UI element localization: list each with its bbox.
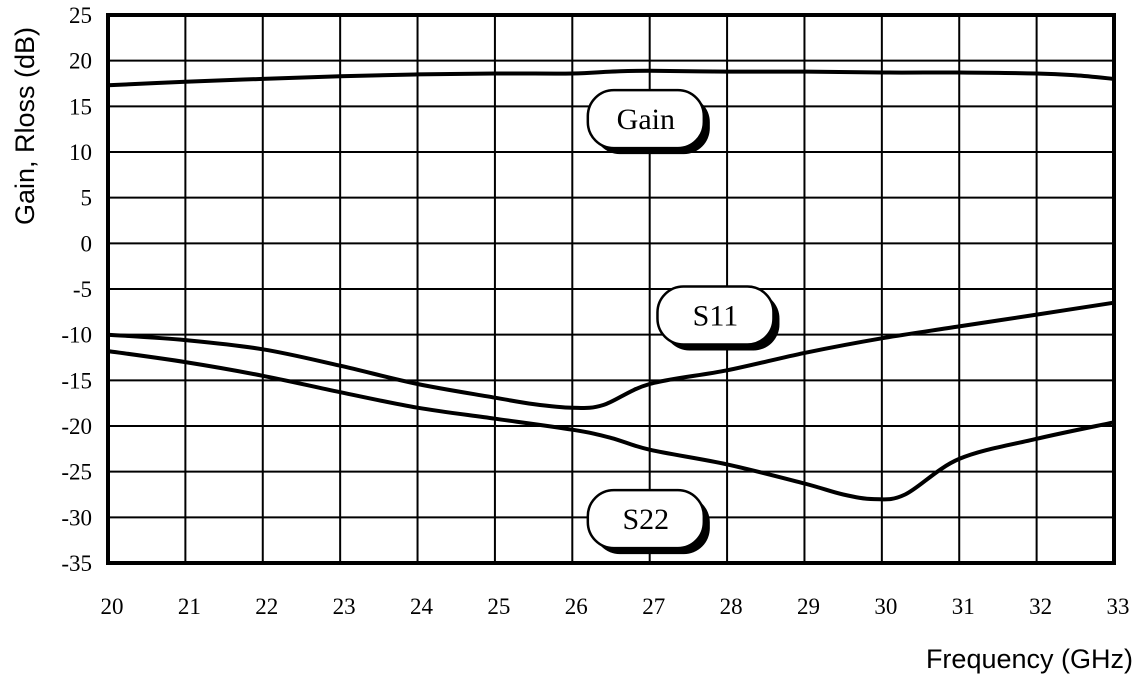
annotation-text: S22 [622,503,669,536]
annotation-text: S11 [693,299,739,332]
plot-frame [106,13,1116,565]
y-tick-label: 5 [81,186,93,211]
y-tick-label: 10 [69,140,92,165]
x-tick-label: 24 [410,594,434,619]
x-tick-label: 28 [720,594,743,619]
y-tick-label: -15 [61,368,92,393]
y-tick-label: -25 [61,460,92,485]
x-tick-label: 20 [101,594,124,619]
y-tick-label: 25 [69,3,92,28]
annotation-box [586,88,706,150]
y-tick-label: 0 [81,231,93,256]
series-annotations: Gain S11 S22 [586,88,780,555]
x-axis-label: Frequency (GHz) [926,644,1133,674]
series-line-s22 [106,349,1116,502]
y-tick-label: -35 [61,551,92,576]
x-tick-label: 31 [952,594,975,619]
series-line-gain [106,68,1116,88]
y-tick-label: -30 [61,505,92,530]
annotation-text: Gain [617,103,675,136]
x-tick-label: 21 [178,594,201,619]
annotation-box [656,285,775,346]
series-group [106,68,1116,502]
x-tick-label: 23 [333,594,356,619]
y-tick-label: 15 [69,94,92,119]
series-line-s11 [106,300,1116,410]
x-tick-label: 30 [874,594,897,619]
x-tick-label: 25 [487,594,510,619]
y-tick-label: -20 [61,414,92,439]
x-tick-label: 26 [565,594,588,619]
x-tick-label: 32 [1029,594,1052,619]
annotation-gain: Gain [586,88,710,155]
x-tick-label: 33 [1107,594,1130,619]
x-tick-labels: 20 21 22 23 24 25 26 27 28 29 30 31 32 33 [101,594,1130,619]
annotation-s22: S22 [586,488,710,555]
x-tick-label: 27 [642,594,665,619]
annotation-s11: S11 [656,285,780,351]
y-tick-labels: -35 -30 -25 -20 -15 -10 -5 0 5 10 15 20 25 [61,3,92,576]
y-tick-label: -5 [73,277,92,302]
y-tick-label: 20 [69,49,92,74]
x-tick-label: 22 [255,594,278,619]
y-axis-label: Gain, Rloss (dB) [10,27,40,225]
y-tick-label: -10 [61,323,92,348]
annotation-box [586,488,706,550]
x-tick-label: 29 [797,594,820,619]
